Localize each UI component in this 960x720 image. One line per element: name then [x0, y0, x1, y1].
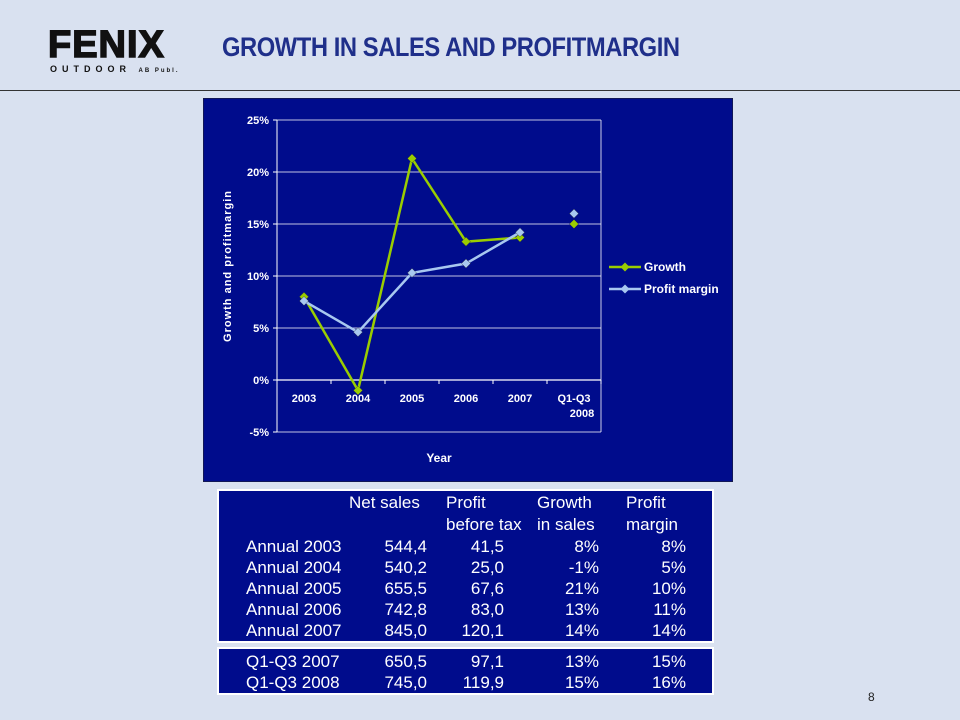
data-point — [407, 268, 417, 278]
slide-header: FENIX OUTDOOR AB Publ. GROWTH IN SALES A… — [0, 0, 960, 90]
table-cell: 8% — [574, 537, 599, 556]
table-header: in sales — [537, 515, 595, 534]
table-cell: 544,4 — [384, 537, 427, 556]
header-divider — [0, 90, 960, 91]
page-number: 8 — [868, 690, 875, 704]
y-tick-label: -5% — [249, 427, 269, 439]
table-header: before tax — [446, 515, 522, 534]
data-point — [515, 232, 525, 243]
table-row-label: Annual 2006 — [246, 600, 342, 619]
data-point — [353, 327, 363, 337]
logo-subtitle-suffix: AB Publ. — [138, 68, 180, 74]
table-cell: 25,0 — [470, 558, 504, 577]
data-point — [353, 385, 363, 396]
table-cell: 13% — [564, 600, 599, 619]
table-cell: 67,6 — [470, 579, 504, 598]
table-cell: 120,1 — [461, 621, 504, 640]
legend-marker — [620, 262, 630, 272]
legend-label: Growth — [644, 260, 686, 274]
x-tick-label: Q1-Q3 — [557, 393, 590, 405]
data-point — [515, 227, 525, 238]
table-cell: 745,0 — [384, 673, 427, 692]
table-cell: 10% — [651, 579, 686, 598]
table-cell: 5% — [661, 558, 686, 577]
quarterly-table-block: Q1-Q3 2007 650,5 97,1 13% 15% Q1-Q3 2008 745,0… — [217, 647, 714, 695]
table-cell: 21% — [564, 579, 599, 598]
data-point — [461, 258, 471, 269]
table-row-label: Annual 2007 — [246, 621, 342, 640]
data-point — [299, 296, 309, 306]
company-logo: FENIX OUTDOOR AB Publ. — [47, 24, 188, 76]
table-row-label: Q1-Q3 2007 — [246, 652, 340, 671]
table-cell: 97,1 — [470, 652, 504, 671]
logo-wordmark: FENIX — [47, 24, 165, 66]
page-title: GROWTH IN SALES AND PROFITMARGIN — [222, 32, 680, 62]
table-row-label: Q1-Q3 2008 — [246, 673, 340, 692]
table-header: Profit — [626, 493, 666, 512]
data-point — [407, 153, 417, 164]
y-tick-label: 20% — [247, 167, 269, 179]
table-header: margin — [626, 515, 678, 534]
y-tick-label: 25% — [247, 115, 269, 127]
table-header: Profit — [446, 493, 486, 512]
x-tick-label: 2004 — [346, 393, 371, 405]
table-cell: 16% — [651, 673, 686, 692]
table-cell: 845,0 — [384, 621, 427, 640]
legend-label: Profit margin — [644, 282, 719, 296]
x-tick-label: 2007 — [508, 393, 532, 405]
table-cell: 14% — [564, 621, 599, 640]
table-cell: 14% — [651, 621, 686, 640]
table-row-label: Annual 2003 — [246, 537, 342, 556]
data-point — [569, 219, 579, 229]
y-tick-label: 0% — [253, 375, 269, 387]
x-axis-title: Year — [426, 451, 452, 465]
x-tick-label: 2003 — [292, 393, 316, 405]
logo-subtitle-main: OUTDOOR — [50, 64, 131, 74]
table-cell: 13% — [564, 652, 599, 671]
data-point — [461, 236, 471, 247]
table-cell: 742,8 — [384, 600, 427, 619]
table-cell: 650,5 — [384, 652, 427, 671]
financial-table: Net sales Profit before tax Growth in sales P… — [217, 489, 714, 695]
y-axis-title: Growth and profitmargin — [222, 190, 234, 342]
table-header: Net sales — [349, 493, 420, 512]
data-point — [569, 208, 579, 219]
table-row-label: Annual 2004 — [246, 558, 342, 577]
table-cell: 11% — [653, 600, 686, 619]
line-chart: -5% 0% 5% 10% 15% 20% 25% 2003 2004 2005 2006 2007 Q… — [203, 98, 733, 482]
y-tick-label: 5% — [253, 323, 269, 335]
annual-table-block: Net sales Profit before tax Growth in sales P… — [217, 489, 714, 643]
x-tick-label: 2006 — [454, 393, 478, 405]
table-cell: 540,2 — [384, 558, 427, 577]
x-tick-label: 2005 — [400, 393, 424, 405]
table-cell: 119,9 — [462, 673, 504, 692]
y-tick-label: 15% — [247, 219, 269, 231]
logo-subtitle: OUTDOOR AB Publ. — [50, 64, 180, 74]
table-row-label: Annual 2005 — [246, 579, 342, 598]
y-tick-label: 10% — [247, 271, 269, 283]
table-cell: 83,0 — [470, 600, 504, 619]
chart-svg: -5% 0% 5% 10% 15% 20% 25% 2003 2004 2005 2006 2007 Q… — [203, 98, 733, 482]
x-tick-label: 2008 — [570, 408, 594, 420]
table-cell: -1% — [568, 558, 599, 577]
table-cell: 15% — [564, 673, 599, 692]
table-header: Growth — [537, 493, 592, 512]
table-cell: 41,5 — [470, 537, 504, 556]
table-cell: 15% — [651, 652, 686, 671]
table-cell: 655,5 — [384, 579, 427, 598]
table-cell: 8% — [661, 537, 686, 556]
chart-background — [203, 98, 733, 482]
legend-marker — [620, 284, 630, 294]
